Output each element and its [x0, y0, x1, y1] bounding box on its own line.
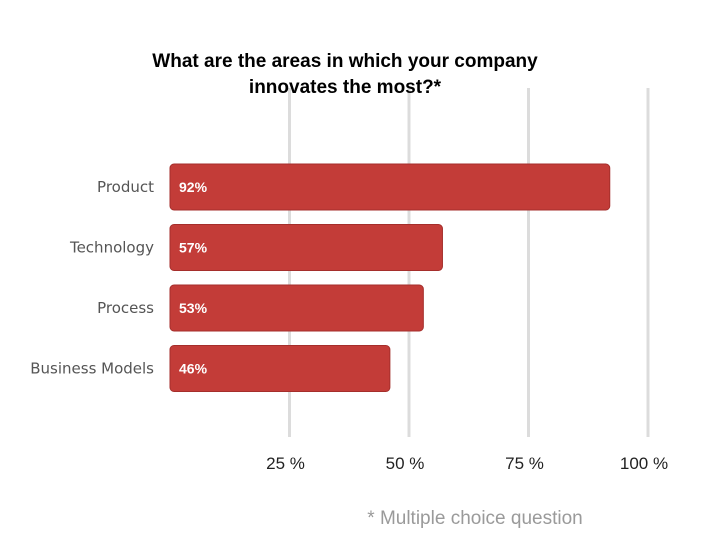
data-label-product: 92%: [179, 179, 208, 195]
bar-product: [169, 163, 611, 211]
data-label-business-models: 46%: [179, 361, 208, 377]
category-label-technology: Technology: [69, 239, 154, 257]
x-axis-ticks: 25 % 50 % 75 % 100 %: [266, 454, 668, 473]
footnote: * Multiple choice question: [367, 508, 582, 529]
data-label-technology: 57%: [179, 240, 208, 256]
bar-business-models: [169, 345, 391, 392]
category-label-process: Process: [97, 299, 154, 317]
bars: Product 92% Technology 57% Process 53% Busines…: [30, 163, 611, 392]
x-tick-label-100: 100 %: [620, 454, 668, 473]
bar-process: [169, 284, 424, 332]
x-tick-label-25: 25 %: [266, 454, 305, 473]
x-tick-label-75: 75 %: [505, 454, 544, 473]
chart-title-line-1: What are the areas in which your company: [152, 51, 538, 72]
category-label-product: Product: [97, 178, 154, 196]
bar-technology: [169, 224, 443, 271]
data-label-process: 53%: [179, 300, 208, 316]
chart-title-line-2: innovates the most?*: [249, 77, 442, 98]
category-label-business-models: Business Models: [30, 360, 154, 378]
x-tick-label-50: 50 %: [386, 454, 425, 473]
